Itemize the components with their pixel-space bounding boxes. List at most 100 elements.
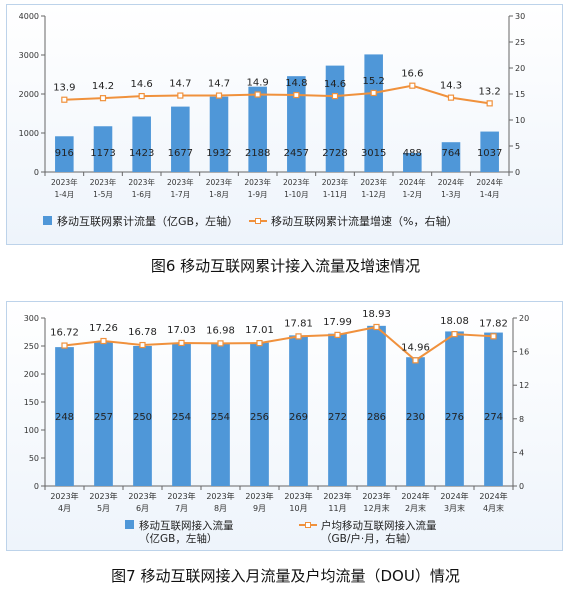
bar bbox=[171, 106, 190, 172]
legend-line-label: 移动互联网累计流量增速（%，右轴） bbox=[271, 214, 457, 228]
line-value-label: 14.96 bbox=[401, 342, 430, 353]
x-tick-label-year: 2023年 bbox=[167, 491, 195, 501]
line-marker bbox=[254, 91, 261, 98]
bar bbox=[287, 76, 306, 172]
bar-value-label: 2457 bbox=[284, 148, 309, 159]
x-tick-label-period: 6月 bbox=[136, 504, 149, 513]
bar-value-label: 1173 bbox=[90, 148, 115, 159]
line-value-label: 14.9 bbox=[247, 78, 269, 89]
x-tick-label-period: 3月末 bbox=[444, 503, 465, 513]
line-marker bbox=[447, 94, 455, 101]
x-tick-label-period: 4月末 bbox=[483, 503, 504, 513]
bar-value-label: 254 bbox=[211, 412, 230, 423]
x-tick-label-period: 5月 bbox=[97, 504, 110, 513]
bar-value-label: 1932 bbox=[206, 148, 231, 159]
x-tick-label-year: 2023年 bbox=[206, 177, 233, 187]
bar-value-label: 286 bbox=[367, 412, 386, 423]
line-marker bbox=[331, 92, 339, 100]
line-value-label: 16.72 bbox=[50, 328, 79, 339]
line-value-label: 15.2 bbox=[363, 76, 385, 87]
x-tick-label-year: 2023年 bbox=[283, 177, 310, 187]
line-marker bbox=[486, 100, 493, 107]
legend-bar-label: 移动互联网累计流量（亿GB，左轴） bbox=[57, 214, 238, 228]
y-tick-label-left: 100 bbox=[24, 426, 39, 435]
legend-bar-label: 移动互联网接入流量 bbox=[139, 519, 234, 532]
line-value-label: 17.82 bbox=[479, 318, 508, 329]
y-tick-label-right: 15 bbox=[515, 90, 525, 99]
line-marker bbox=[100, 337, 107, 345]
line-series bbox=[64, 84, 490, 105]
bar bbox=[367, 325, 386, 486]
chart-fig6: 0 1000 2000 3000 4000 0 5 10 15 20 25 30 2023年 1-4月 20… bbox=[19, 12, 526, 228]
y-tick-label-left: 50 bbox=[29, 454, 39, 463]
caption-fig7: 图7 移动互联网接入月流量及户均流量（DOU）情况 bbox=[111, 567, 460, 585]
x-tick-label-period: 1-5月 bbox=[93, 190, 113, 199]
bar bbox=[289, 335, 308, 486]
bar-value-label: 488 bbox=[403, 148, 422, 159]
line-marker bbox=[370, 89, 377, 97]
x-tick-label-period: 11月 bbox=[328, 504, 346, 513]
bar-value-label: 230 bbox=[406, 412, 425, 423]
legend-line-marker bbox=[305, 522, 311, 528]
x-tick-label-year: 2024年 bbox=[479, 491, 507, 501]
line-marker bbox=[139, 341, 146, 349]
x-tick-label-year: 2024年 bbox=[440, 491, 468, 501]
y-tick-label-left: 0 bbox=[34, 168, 39, 177]
line-value-label: 13.2 bbox=[479, 86, 501, 97]
x-tick-label-year: 2023年 bbox=[322, 177, 349, 187]
y-tick-label-left: 0 bbox=[34, 482, 39, 491]
y-tick-label-right: 12 bbox=[519, 381, 529, 390]
line-marker bbox=[99, 95, 107, 102]
x-tick-label-year: 2023年 bbox=[90, 177, 117, 187]
line-marker bbox=[138, 92, 145, 100]
line-value-label: 14.7 bbox=[169, 79, 191, 90]
bar-value-label: 254 bbox=[172, 412, 191, 423]
line-marker bbox=[293, 91, 300, 99]
y-tick-label-right: 20 bbox=[515, 64, 525, 73]
x-tick-label-period: 1-11月 bbox=[323, 190, 348, 199]
x-tick-label-period: 1-4月 bbox=[54, 190, 74, 199]
line-value-label: 14.2 bbox=[92, 81, 114, 92]
x-tick-label-year: 2023年 bbox=[51, 177, 78, 187]
legend-bar-label: （亿GB，左轴） bbox=[139, 532, 217, 545]
line-value-label: 17.26 bbox=[89, 323, 118, 334]
legend-bar-swatch bbox=[125, 520, 134, 529]
x-tick-label-period: 9月 bbox=[253, 504, 266, 513]
line-value-label: 17.01 bbox=[245, 325, 274, 336]
y-tick-label-right: 20 bbox=[519, 314, 529, 323]
x-tick-label-period: 12月末 bbox=[363, 503, 389, 513]
line-value-label: 14.6 bbox=[324, 79, 346, 90]
x-tick-label-year: 2023年 bbox=[245, 491, 273, 501]
bar bbox=[211, 343, 230, 486]
line-marker bbox=[412, 357, 419, 364]
bar-value-label: 269 bbox=[289, 412, 308, 423]
bar-value-label: 2188 bbox=[245, 148, 270, 159]
legend-line-label: 户均移动互联网接入流量 bbox=[321, 519, 437, 532]
x-tick-label-period: 1-8月 bbox=[209, 190, 229, 199]
bar-value-label: 248 bbox=[55, 412, 74, 423]
y-tick-label-right: 16 bbox=[519, 348, 529, 357]
bar bbox=[364, 54, 383, 172]
x-tick-label-year: 2024年 bbox=[399, 177, 426, 187]
line-value-label: 18.93 bbox=[362, 309, 391, 320]
y-tick-label-left: 250 bbox=[24, 342, 39, 351]
line-marker bbox=[373, 323, 380, 331]
line-value-label: 13.9 bbox=[53, 83, 75, 94]
line-marker bbox=[61, 96, 68, 103]
x-tick-label-period: 1-2月 bbox=[402, 190, 422, 199]
y-tick-label-left: 200 bbox=[24, 370, 39, 379]
y-tick-label-left: 4000 bbox=[19, 12, 39, 21]
y-tick-label-right: 25 bbox=[515, 38, 525, 47]
bar bbox=[406, 357, 425, 486]
caption-fig6: 图6 移动互联网累计接入流量及增速情况 bbox=[150, 257, 421, 275]
line-marker bbox=[334, 331, 341, 338]
bar bbox=[325, 65, 345, 172]
x-tick-label-period: 4月 bbox=[58, 504, 71, 513]
y-tick-label-left: 2000 bbox=[19, 90, 39, 99]
x-tick-label-period: 1-6月 bbox=[132, 190, 152, 199]
bar-value-label: 272 bbox=[328, 412, 347, 423]
bar bbox=[328, 333, 347, 486]
bar bbox=[172, 343, 191, 486]
line-value-label: 14.3 bbox=[440, 81, 462, 92]
x-tick-label-year: 2024年 bbox=[476, 177, 503, 187]
